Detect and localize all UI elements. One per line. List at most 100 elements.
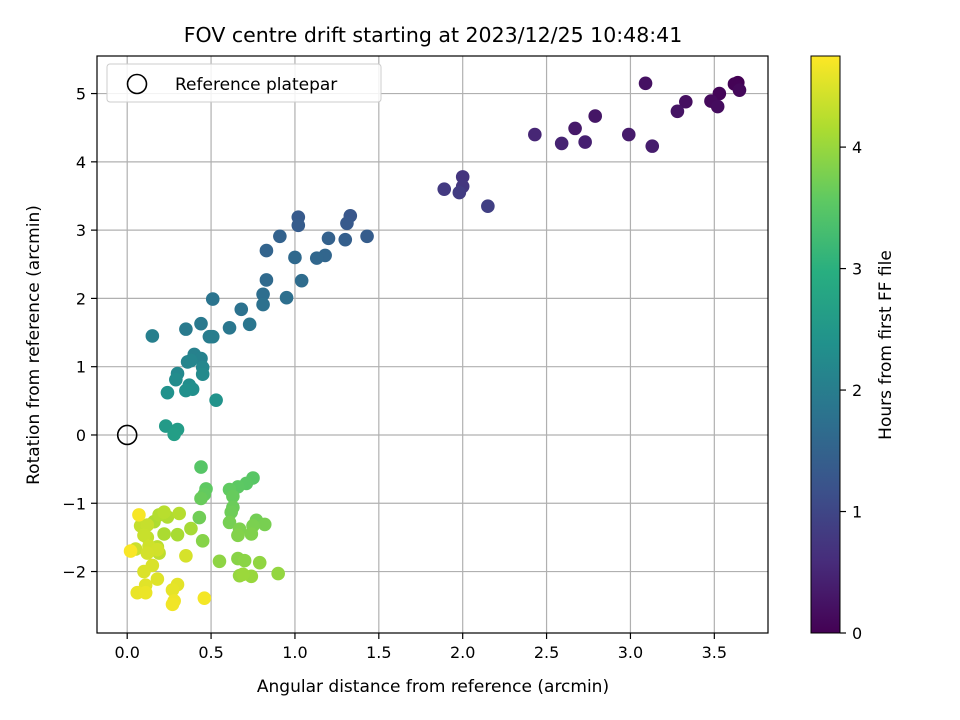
data-point [340, 216, 354, 231]
x-tick-label: 1.0 [282, 643, 307, 662]
x-tick-label: 3.0 [618, 643, 643, 662]
data-point [194, 491, 208, 506]
data-point [271, 566, 285, 581]
reference-platepar-marker [116, 424, 138, 446]
data-point [452, 185, 467, 200]
x-axis-ticks: 0.0 0.5 1.0 1.5 2.0 2.5 3.0 3.5 [114, 633, 727, 662]
data-point [145, 329, 160, 343]
colorbar-tick-label: 3 [852, 260, 862, 279]
data-point [140, 518, 155, 532]
data-point [192, 510, 207, 525]
data-point [679, 94, 693, 109]
data-point [252, 555, 267, 570]
plot-frame [96, 55, 769, 634]
data-point [209, 393, 223, 407]
data-point [194, 316, 208, 331]
data-point [157, 527, 171, 541]
data-point [256, 287, 270, 302]
data-point [123, 544, 138, 558]
data-point [194, 460, 208, 474]
data-point [554, 136, 569, 151]
data-point [670, 104, 685, 119]
legend-marker [126, 73, 148, 95]
data-point [179, 322, 193, 336]
data-point [242, 317, 257, 332]
data-point [138, 585, 153, 600]
data-point [158, 419, 173, 433]
data-point [169, 372, 183, 387]
data-point [236, 567, 250, 582]
colorbar-tick-label: 4 [852, 138, 862, 157]
data-point [226, 489, 240, 504]
chart-title: FOV centre drift starting at 2023/12/25 … [184, 23, 683, 47]
x-tick-label: 1.5 [366, 643, 391, 662]
data-point [437, 182, 452, 196]
data-point [132, 508, 146, 522]
y-tick-label: 4 [76, 153, 86, 172]
data-point [137, 564, 151, 579]
x-tick-label: 0.0 [114, 643, 139, 662]
y-tick-label: 0 [76, 426, 86, 445]
data-point [645, 139, 660, 153]
colorbar-tick-label: 1 [852, 503, 862, 522]
data-point [638, 76, 653, 91]
x-tick-label: 3.5 [702, 643, 727, 662]
data-point [195, 367, 210, 382]
data-point [222, 320, 237, 335]
data-point [184, 353, 198, 368]
data-point [588, 109, 603, 123]
data-point [167, 427, 181, 442]
data-point [165, 583, 180, 597]
data-point [237, 553, 252, 568]
data-point [160, 385, 175, 400]
data-point [212, 554, 227, 569]
data-point [321, 231, 336, 246]
data-point [224, 505, 238, 519]
data-point [294, 273, 309, 288]
colorbar: 0 1 2 3 4 Hours from first FF file [810, 55, 896, 643]
data-point [259, 243, 274, 258]
data-point [140, 546, 155, 560]
data-point [165, 597, 180, 612]
data-point [231, 528, 245, 543]
data-point [309, 251, 324, 265]
data-point [197, 591, 212, 605]
colorbar-tick-label: 2 [852, 381, 862, 400]
data-point [137, 528, 151, 543]
data-point [710, 99, 725, 114]
colorbar-tick-label: 0 [852, 624, 862, 643]
data-point [234, 302, 249, 317]
data-point [732, 83, 747, 97]
legend-box [106, 63, 382, 103]
x-axis-label: Angular distance from reference (arcmin) [257, 677, 609, 697]
legend-label: Reference platepar [175, 75, 337, 95]
data-point [259, 273, 274, 287]
data-point [150, 572, 165, 586]
data-point [481, 199, 495, 214]
x-tick-label: 0.5 [198, 643, 223, 662]
data-points [123, 75, 747, 612]
data-point [273, 229, 287, 244]
y-tick-label: 2 [76, 289, 86, 308]
y-tick-label: 1 [76, 358, 86, 377]
legend: Reference platepar [106, 63, 382, 103]
data-point [256, 297, 270, 312]
data-point [360, 229, 374, 244]
data-point [184, 521, 198, 536]
y-tick-label: −1 [62, 494, 86, 513]
x-tick-label: 2.5 [534, 643, 559, 662]
data-point [195, 534, 210, 548]
y-axis-ticks: −2 −1 0 1 2 3 4 5 [62, 85, 97, 582]
grid-lines [97, 56, 768, 633]
data-point [568, 121, 582, 136]
x-tick-label: 2.0 [450, 643, 475, 662]
y-axis-label: Rotation from reference (arcmin) [24, 205, 44, 485]
data-point [157, 505, 171, 519]
data-point [455, 170, 470, 184]
data-point [179, 549, 193, 563]
data-point [257, 517, 272, 532]
data-point [244, 527, 259, 541]
data-point [205, 292, 220, 306]
y-tick-label: 3 [76, 221, 86, 240]
y-tick-label: −2 [62, 563, 86, 582]
